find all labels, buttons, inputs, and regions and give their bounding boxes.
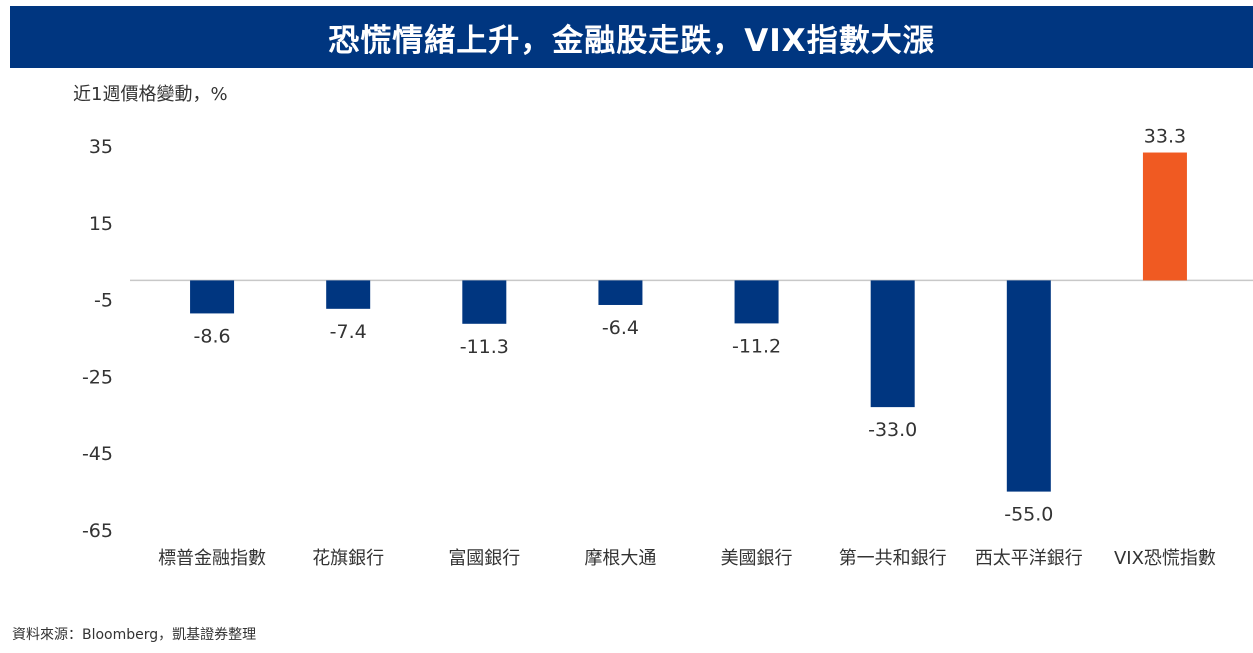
- x-tick-label: 富國銀行: [448, 548, 520, 569]
- bar: [1006, 280, 1051, 492]
- bar: [598, 280, 643, 305]
- y-tick-label: -65: [82, 520, 113, 542]
- y-tick-label: -25: [82, 366, 113, 388]
- chart-title: 恐慌情緒上升，金融股走跌，VIX指數大漲: [10, 6, 1253, 68]
- data-label: -11.3: [460, 336, 509, 358]
- x-tick-label: 花旗銀行: [312, 548, 384, 569]
- bar: [326, 280, 371, 309]
- data-label: -55.0: [1004, 504, 1053, 526]
- y-tick-label: 35: [89, 136, 113, 158]
- bar: [870, 280, 915, 408]
- x-tick-label: 標普金融指數: [158, 548, 266, 569]
- y-tick-label: -45: [82, 443, 113, 465]
- bar: [734, 280, 779, 324]
- y-tick-label: -5: [94, 290, 113, 312]
- x-tick-label: 第一共和銀行: [839, 548, 947, 569]
- x-tick-label: VIX恐慌指數: [1114, 548, 1216, 569]
- x-tick-label: 摩根大通: [584, 548, 656, 569]
- data-label: -6.4: [602, 317, 639, 339]
- y-tick-label: 15: [89, 213, 113, 235]
- x-tick-label: 西太平洋銀行: [975, 548, 1083, 569]
- data-label: 33.3: [1144, 126, 1186, 148]
- y-axis-unit-label: 近1週價格變動，%: [73, 84, 228, 105]
- data-label: -8.6: [194, 325, 231, 347]
- bar: [462, 280, 507, 324]
- data-label: -33.0: [868, 419, 917, 441]
- source-note: 資料來源：Bloomberg，凱基證券整理: [12, 627, 257, 643]
- data-label: -7.4: [330, 321, 367, 343]
- data-label: -11.2: [732, 335, 781, 357]
- bar: [1142, 152, 1187, 281]
- bar: [190, 280, 235, 314]
- x-tick-label: 美國銀行: [721, 548, 793, 569]
